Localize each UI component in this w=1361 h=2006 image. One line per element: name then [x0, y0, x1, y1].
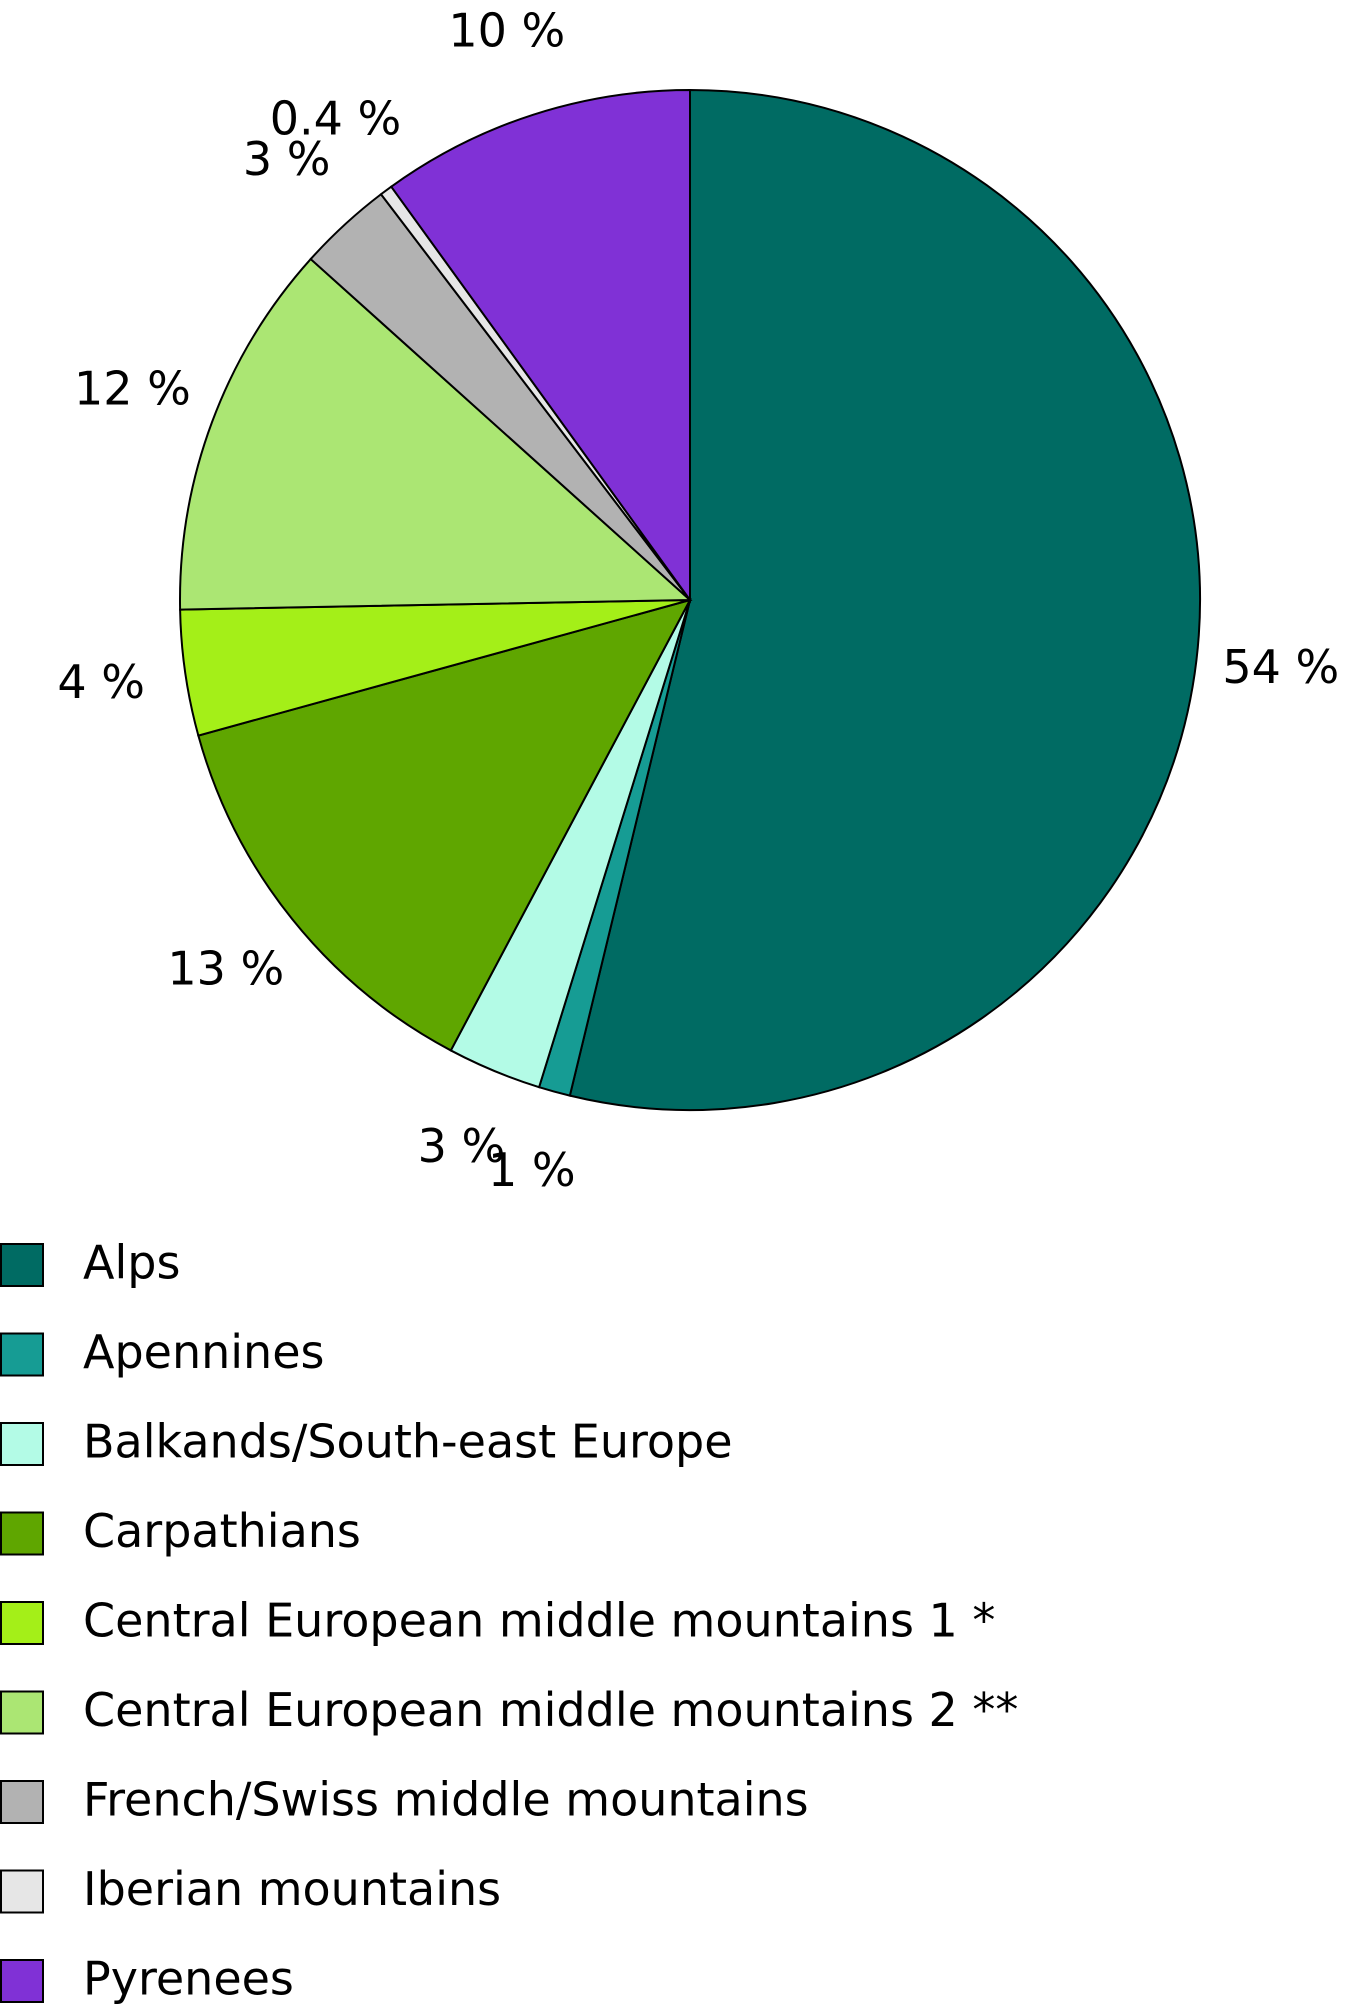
legend-label: Pyrenees	[83, 1952, 294, 2006]
legend-swatch	[0, 1332, 44, 1377]
slice-label: 13 %	[167, 942, 284, 996]
legend-label: Carpathians	[83, 1504, 361, 1558]
legend-swatch	[0, 1959, 44, 2003]
legend-swatch	[0, 1780, 44, 1824]
legend-label: Central European middle mountains 1 *	[83, 1594, 995, 1648]
slice-label: 3 %	[243, 132, 331, 186]
legend-label: French/Swiss middle mountains	[83, 1773, 809, 1827]
legend-label: Alps	[83, 1236, 180, 1290]
slice-label: 12 %	[74, 362, 191, 416]
slice-label: 0.4 %	[270, 92, 402, 146]
pie-slice	[197, 598, 692, 1052]
legend-swatch	[0, 1869, 44, 1914]
legend-label: Iberian mountains	[83, 1862, 501, 1916]
legend-label: Apennines	[83, 1325, 324, 1379]
legend-swatch	[0, 1243, 44, 1287]
pie-slice	[568, 88, 1201, 1111]
legend-swatch	[0, 1422, 44, 1466]
pie-slice	[389, 88, 691, 604]
legend-label: Balkands/South-east Europe	[83, 1415, 733, 1469]
slice-label: 1 %	[488, 1143, 576, 1197]
legend-swatch	[0, 1690, 44, 1735]
slice-label: 3 %	[418, 1119, 506, 1173]
slice-label: 10 %	[448, 3, 565, 57]
legend-label: Central European middle mountains 2 **	[83, 1683, 1018, 1737]
pie-slice	[179, 257, 693, 611]
legend-swatch	[0, 1601, 44, 1645]
legend-swatch	[0, 1511, 44, 1556]
slice-label: 4 %	[57, 655, 145, 709]
slice-label: 54 %	[1222, 640, 1339, 694]
